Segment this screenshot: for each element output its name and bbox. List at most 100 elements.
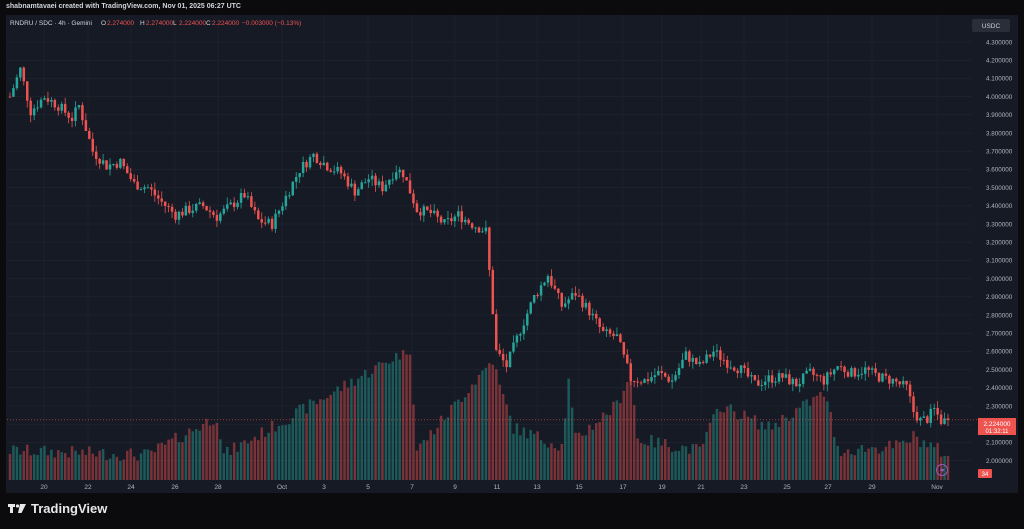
- volume-bar: [822, 396, 826, 480]
- volume-bar: [936, 443, 939, 480]
- candle-body: [250, 196, 253, 208]
- candle-body: [322, 162, 326, 166]
- volume-bar: [801, 401, 805, 480]
- candle-body: [115, 164, 119, 168]
- volume-bar: [857, 448, 860, 480]
- candle-body: [67, 112, 70, 118]
- volume-bar: [946, 456, 950, 480]
- volume-bar: [819, 391, 822, 480]
- volume-bar: [184, 435, 188, 480]
- symbol-label: RNDRU / SDC · 4h · Gemini: [10, 20, 92, 27]
- volume-bar: [774, 422, 777, 480]
- volume-bar: [367, 377, 370, 480]
- open-label: O: [101, 20, 106, 27]
- volume-bar: [574, 432, 577, 480]
- time-axis[interactable]: 20 22 24 26 28 Oct 3 5 7 9 11 13 15 17 19 21 23 25 27 29 Nov: [40, 484, 943, 491]
- price-tick-label: 4.000000: [986, 94, 1013, 101]
- volume-bar: [563, 418, 567, 480]
- candle-body: [453, 216, 457, 222]
- candle-body: [767, 375, 770, 382]
- ohlc-legend: RNDRU / SDC · 4h · Gemini O 2.274000 H 2…: [10, 20, 301, 27]
- low-label: L: [173, 20, 177, 27]
- candle-body: [788, 374, 791, 385]
- volume-bar: [381, 362, 384, 480]
- price-tick-label: 4.300000: [986, 39, 1013, 46]
- candle-body: [495, 314, 498, 350]
- time-tick-label: 9: [453, 484, 457, 491]
- volume-bar: [274, 431, 277, 480]
- candle-body: [98, 158, 101, 164]
- candle-body: [743, 365, 746, 369]
- candle-body: [381, 181, 384, 192]
- volume-bar: [536, 431, 539, 480]
- candle-body: [781, 373, 784, 378]
- candle-body: [132, 179, 136, 182]
- volume-bar: [339, 391, 343, 480]
- candle-body: [919, 417, 922, 421]
- candle-body: [119, 158, 122, 168]
- volume-bar: [343, 380, 346, 480]
- candle-body: [905, 380, 908, 385]
- chart-frame[interactable]: 4.300000 4.200000 4.100000 4.000000 3.900000…: [6, 15, 1018, 493]
- volume-bar: [98, 450, 101, 480]
- credit-text: shabnamtavaei created with TradingView.c…: [6, 3, 241, 10]
- candle-body: [746, 368, 750, 377]
- volume-bar: [608, 415, 612, 480]
- volume-bar: [881, 451, 884, 480]
- volume-bar: [619, 403, 622, 480]
- volume-bar: [346, 387, 350, 480]
- volume-bar: [360, 375, 363, 480]
- volume-bar: [888, 440, 891, 480]
- volume-bar: [305, 413, 308, 480]
- candle-body: [877, 372, 881, 382]
- volume-bar: [829, 411, 832, 480]
- volume-bar: [194, 429, 198, 480]
- price-chart[interactable]: 4.300000 4.200000 4.100000 4.000000 3.900000…: [6, 15, 1018, 493]
- candle-body: [563, 303, 567, 307]
- price-tick-label: 3.900000: [986, 112, 1013, 119]
- volume-bar: [770, 429, 774, 480]
- volume-bar: [698, 446, 701, 480]
- volume-bar: [84, 454, 88, 480]
- candle-body: [401, 169, 405, 178]
- volume-bar: [781, 414, 784, 480]
- candle-body: [339, 166, 343, 174]
- volume-bar: [201, 423, 205, 480]
- candle-body: [701, 361, 705, 363]
- tradingview-logo[interactable]: TradingView: [8, 501, 107, 516]
- volume-bar: [539, 440, 543, 480]
- volume-bar: [246, 443, 250, 480]
- volume-bar: [677, 450, 681, 480]
- volume-bar: [29, 455, 32, 480]
- price-tick-label: 2.700000: [986, 331, 1013, 338]
- candle-body: [432, 210, 436, 214]
- candle-body: [681, 359, 684, 369]
- volume-bar: [884, 446, 888, 480]
- candle-body: [908, 384, 912, 397]
- time-tick-label: 21: [697, 484, 705, 491]
- candle-body: [526, 313, 529, 326]
- candle-body: [798, 383, 801, 387]
- candle-body: [860, 373, 864, 375]
- volume-bar: [363, 369, 367, 480]
- candle-body: [129, 173, 132, 180]
- volume-bar: [491, 364, 495, 480]
- candle-body: [457, 211, 460, 217]
- candle-body: [270, 218, 274, 229]
- candle-body: [329, 170, 332, 172]
- candle-body: [377, 181, 381, 186]
- volume-bar: [112, 454, 115, 480]
- candle-body: [512, 342, 515, 352]
- candle-body: [912, 396, 915, 412]
- currency-badge[interactable]: [972, 19, 1010, 32]
- price-axis[interactable]: 4.300000 4.200000 4.100000 4.000000 3.900000…: [986, 39, 1013, 465]
- candle-body: [546, 276, 550, 283]
- candle-body: [719, 350, 722, 360]
- volume-bar: [732, 411, 736, 480]
- volume-bar: [250, 440, 253, 480]
- volume-bar: [243, 440, 246, 480]
- lightning-icon[interactable]: [936, 464, 948, 476]
- candle-body: [784, 374, 788, 378]
- time-tick-label: 5: [366, 484, 370, 491]
- volume-bar: [215, 422, 219, 480]
